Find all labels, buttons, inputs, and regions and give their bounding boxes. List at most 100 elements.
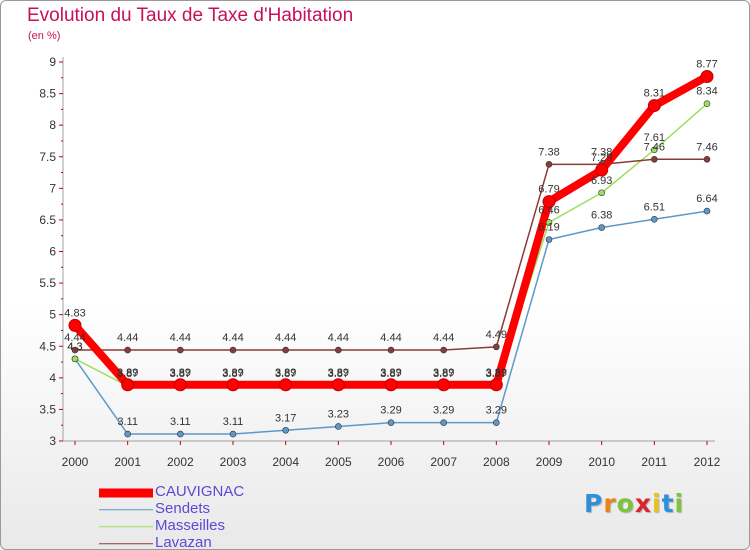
data-label: 3.87 xyxy=(380,368,401,380)
x-tick-label: 2000 xyxy=(62,455,89,469)
data-point xyxy=(279,378,293,392)
data-label: 8.31 xyxy=(644,88,665,100)
legend-label: CAUVIGNAC xyxy=(155,483,245,500)
data-label: 3.87 xyxy=(433,368,454,380)
logo-letter: i xyxy=(652,489,662,518)
data-point xyxy=(440,346,447,354)
data-point xyxy=(387,346,395,354)
data-label: 6.93 xyxy=(591,175,612,187)
data-label: 3.87 xyxy=(117,368,138,380)
y-tick-label: 4.5 xyxy=(39,339,56,353)
data-label: 3.11 xyxy=(117,416,138,428)
x-tick-label: 2007 xyxy=(430,455,457,469)
data-point xyxy=(651,155,658,163)
data-label: 8.77 xyxy=(696,59,717,71)
x-tick-label: 2004 xyxy=(272,455,299,469)
data-point xyxy=(335,423,342,430)
data-label: 3.89 xyxy=(486,367,507,379)
data-point xyxy=(595,163,609,177)
data-point xyxy=(545,219,553,226)
chart-title: Evolution du Taux de Taxe d'Habitation xyxy=(27,5,354,26)
data-point xyxy=(493,343,500,351)
logo-letter: o xyxy=(616,489,635,518)
data-point xyxy=(545,236,553,243)
data-point xyxy=(177,430,184,438)
y-tick-label: 7.5 xyxy=(39,150,56,164)
data-label: 6.79 xyxy=(538,184,559,196)
data-label: 3.87 xyxy=(275,368,296,380)
data-label: 3.87 xyxy=(222,368,243,380)
data-label: 3.29 xyxy=(380,405,401,417)
data-point xyxy=(124,430,131,438)
x-tick-label: 2010 xyxy=(588,455,615,469)
data-label: 3.11 xyxy=(223,416,244,428)
data-label: 6.51 xyxy=(644,201,665,213)
y-tick-label: 3.5 xyxy=(39,402,56,416)
data-point xyxy=(651,215,658,223)
data-label: 6.19 xyxy=(538,221,559,233)
y-tick-label: 5 xyxy=(49,308,56,322)
data-point xyxy=(703,155,711,163)
y-tick-label: 6.5 xyxy=(39,213,56,227)
y-tick-label: 8 xyxy=(49,118,56,132)
data-point xyxy=(68,318,82,332)
data-label: 3.87 xyxy=(328,368,349,380)
data-label: 4.3 xyxy=(67,341,82,353)
logo-letter: t xyxy=(661,489,675,518)
data-label: 4.44 xyxy=(222,332,243,344)
data-label: 3.17 xyxy=(275,412,296,424)
data-label: 4.83 xyxy=(64,307,85,319)
series-line-lavazan xyxy=(74,158,708,351)
data-label: 3.87 xyxy=(486,368,507,380)
data-label: 3.89 xyxy=(275,367,296,379)
y-tick-label: 3 xyxy=(49,434,56,448)
data-point xyxy=(700,70,714,84)
data-label: 7.29 xyxy=(591,152,612,164)
data-label: 4.3 xyxy=(67,341,82,353)
data-label: 4.44 xyxy=(380,332,401,344)
x-tick-label: 2011 xyxy=(641,455,667,469)
legend-label: Sendets xyxy=(155,500,211,517)
data-label: 7.46 xyxy=(696,141,717,153)
y-tick-label: 9 xyxy=(49,55,56,69)
data-label: 6.64 xyxy=(696,193,717,205)
data-point xyxy=(124,346,131,354)
legend-swatch xyxy=(99,488,153,497)
data-label: 4.44 xyxy=(64,332,85,344)
data-label: 3.89 xyxy=(328,367,349,379)
chart-unit: (en %) xyxy=(28,30,61,42)
legend-swatch xyxy=(99,542,153,545)
data-label: 7.38 xyxy=(591,146,612,158)
logo-letter: x xyxy=(634,489,652,518)
data-point xyxy=(229,430,237,438)
data-point xyxy=(229,346,237,354)
data-label: 3.87 xyxy=(170,368,191,380)
x-tick-label: 2009 xyxy=(536,455,563,469)
data-point xyxy=(282,426,289,434)
data-label: 3.89 xyxy=(433,367,454,379)
x-tick-label: 2001 xyxy=(114,455,141,469)
x-tick-label: 2005 xyxy=(325,455,352,469)
x-tick-label: 2012 xyxy=(694,455,721,469)
legend-label: Masseilles xyxy=(155,517,226,534)
data-label: 3.29 xyxy=(486,405,507,417)
data-label: 3.11 xyxy=(170,416,191,428)
data-point xyxy=(703,207,711,215)
y-tick-label: 8.5 xyxy=(39,87,56,101)
data-point xyxy=(598,224,605,231)
data-point xyxy=(545,161,553,168)
y-tick-label: 5.5 xyxy=(39,276,56,290)
logo-letter: i xyxy=(674,489,685,518)
data-label: 4.49 xyxy=(486,329,507,341)
data-label: 3.89 xyxy=(222,367,243,379)
data-point xyxy=(440,419,447,426)
data-label: 7.38 xyxy=(538,146,559,158)
y-tick-label: 4 xyxy=(49,371,56,385)
data-point xyxy=(71,346,79,354)
logo-letter: r xyxy=(603,489,617,518)
data-label: 4.44 xyxy=(275,332,296,344)
data-point xyxy=(173,378,187,392)
data-label: 4.44 xyxy=(328,332,349,344)
